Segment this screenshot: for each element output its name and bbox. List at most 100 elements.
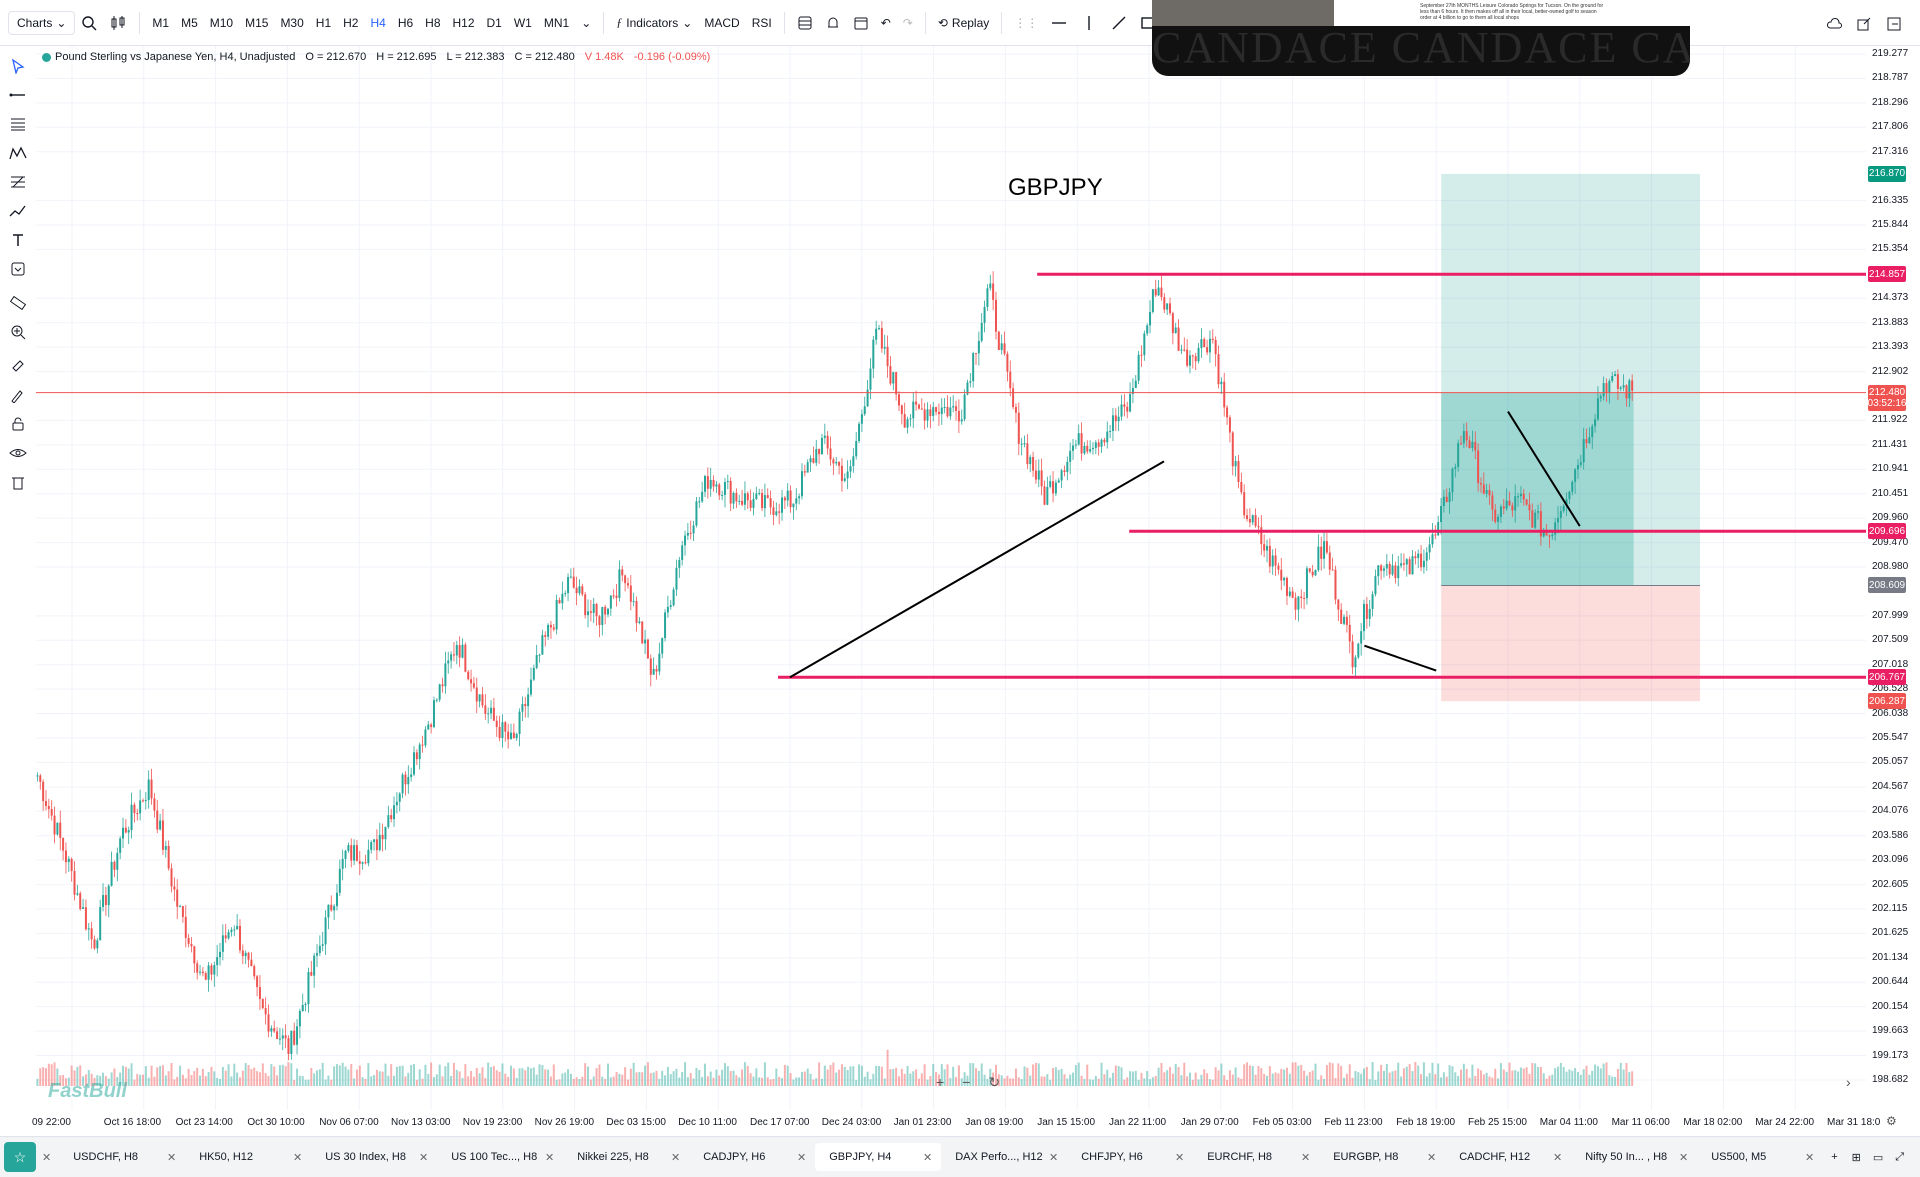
stay-drawing-tool[interactable] bbox=[0, 381, 36, 409]
trend-line-tool[interactable] bbox=[1104, 11, 1134, 35]
close-icon[interactable]: ✕ bbox=[1301, 1151, 1311, 1164]
timeframe-more-button[interactable]: ⌄ bbox=[575, 12, 597, 34]
close-icon[interactable]: ✕ bbox=[545, 1151, 555, 1164]
hide-tool[interactable] bbox=[0, 439, 36, 467]
position-target-zone[interactable] bbox=[1441, 173, 1700, 586]
fullscreen-icon[interactable]: ⤢ bbox=[1895, 1150, 1905, 1163]
timeframe-mn1[interactable]: MN1 bbox=[543, 15, 570, 30]
timeframe-m15[interactable]: M15 bbox=[245, 15, 269, 30]
close-icon[interactable]: ✕ bbox=[1427, 1151, 1437, 1164]
trendline[interactable] bbox=[789, 460, 1165, 679]
add-tab-button[interactable]: + bbox=[1831, 1151, 1838, 1163]
templates-button[interactable] bbox=[791, 11, 819, 35]
timeframe-m5[interactable]: M5 bbox=[181, 15, 198, 30]
redo-button[interactable]: ↷ bbox=[897, 12, 919, 34]
exit-button[interactable] bbox=[1880, 12, 1908, 36]
symbol-tab[interactable]: EURGBP, H8 ✕ bbox=[1319, 1143, 1445, 1171]
trendline[interactable] bbox=[1507, 411, 1581, 527]
alert-button[interactable] bbox=[819, 11, 847, 35]
close-icon[interactable]: ✕ bbox=[797, 1151, 807, 1164]
horizontal-line-tool[interactable] bbox=[1044, 11, 1074, 35]
scroll-right-button[interactable]: › bbox=[1846, 1074, 1851, 1090]
zoom-tool[interactable] bbox=[0, 318, 36, 346]
timeframe-h2[interactable]: H2 bbox=[343, 15, 359, 30]
price-chart[interactable] bbox=[36, 46, 1866, 1110]
symbol-tab[interactable]: US 30 Index, H8 ✕ bbox=[311, 1143, 437, 1171]
symbol-tab[interactable]: Nikkei 225, H8 ✕ bbox=[563, 1143, 689, 1171]
tab-close-icon[interactable]: ✕ bbox=[42, 1151, 52, 1164]
indicators-button[interactable]: ƒ Indicators ⌄ bbox=[610, 11, 698, 34]
close-icon[interactable]: ✕ bbox=[1805, 1151, 1815, 1164]
long-position-tool[interactable] bbox=[1441, 173, 1700, 702]
pattern-tool[interactable] bbox=[0, 139, 36, 167]
symbol-tab[interactable]: US 100 Tec..., H8 ✕ bbox=[437, 1143, 563, 1171]
video-overlay[interactable]: September 27th MONTHS Leisure Colorado S… bbox=[1152, 0, 1690, 76]
close-icon[interactable]: ✕ bbox=[1049, 1151, 1059, 1164]
symbol-tab[interactable]: HK50, H12 ✕ bbox=[185, 1143, 311, 1171]
close-icon[interactable]: ✕ bbox=[167, 1151, 177, 1164]
favorites-button[interactable]: ☆ bbox=[4, 1142, 36, 1172]
close-icon[interactable]: ✕ bbox=[923, 1151, 933, 1164]
charts-menu-button[interactable]: Charts ⌄ bbox=[8, 10, 76, 35]
symbol-tab[interactable]: EURCHF, H8 ✕ bbox=[1193, 1143, 1319, 1171]
undo-button[interactable]: ↶ bbox=[875, 12, 897, 34]
close-icon[interactable]: ✕ bbox=[293, 1151, 303, 1164]
share-button[interactable] bbox=[1850, 12, 1878, 36]
close-icon[interactable]: ✕ bbox=[1553, 1151, 1563, 1164]
close-icon[interactable]: ✕ bbox=[671, 1151, 681, 1164]
pair-text-annotation[interactable]: GBPJPY bbox=[1008, 174, 1103, 201]
trendlines[interactable] bbox=[789, 411, 1581, 679]
delete-tool[interactable] bbox=[0, 468, 36, 496]
timeframe-h6[interactable]: H6 bbox=[397, 15, 414, 30]
close-icon[interactable]: ✕ bbox=[1679, 1151, 1689, 1164]
fib-tool[interactable] bbox=[0, 168, 36, 196]
zoom-out-button[interactable]: − bbox=[962, 1074, 971, 1090]
symbol-info[interactable]: Pound Sterling vs Japanese Yen, H4, Unad… bbox=[42, 51, 295, 63]
symbol-tab[interactable]: CADCHF, H12 ✕ bbox=[1445, 1143, 1571, 1171]
search-button[interactable] bbox=[75, 11, 103, 35]
timeframe-m10[interactable]: M10 bbox=[209, 15, 234, 30]
macd-button[interactable]: MACD bbox=[704, 15, 740, 30]
horizontal-levels[interactable] bbox=[36, 272, 1866, 679]
trendline[interactable] bbox=[1364, 644, 1437, 672]
close-icon[interactable]: ✕ bbox=[1175, 1151, 1185, 1164]
symbol-tab[interactable]: USDCHF, H8 ✕ bbox=[59, 1143, 185, 1171]
timeframe-m30[interactable]: M30 bbox=[280, 15, 304, 30]
symbol-tab[interactable]: CHFJPY, H6 ✕ bbox=[1067, 1143, 1193, 1171]
timeframe-h4[interactable]: H4 bbox=[370, 15, 386, 30]
position-stop-zone[interactable] bbox=[1441, 585, 1700, 702]
symbol-tab[interactable]: GBPJPY, H4 ✕ bbox=[815, 1143, 942, 1171]
layout-icon[interactable]: ⊞ bbox=[1851, 1151, 1861, 1164]
drag-handle[interactable]: ⋮⋮ bbox=[1014, 15, 1039, 30]
zoom-in-button[interactable]: + bbox=[936, 1074, 945, 1090]
text-tool[interactable] bbox=[0, 226, 36, 254]
magnet-tool[interactable] bbox=[0, 352, 36, 380]
reset-zoom-button[interactable]: ↻ bbox=[988, 1074, 1001, 1090]
window-icon[interactable]: ▭ bbox=[1872, 1151, 1884, 1164]
timeframe-w1[interactable]: W1 bbox=[513, 15, 532, 30]
note-tool[interactable] bbox=[0, 255, 36, 283]
symbol-tab[interactable]: CADJPY, H6 ✕ bbox=[689, 1143, 815, 1171]
close-icon[interactable]: ✕ bbox=[419, 1151, 429, 1164]
lock-tool[interactable] bbox=[0, 410, 36, 438]
timeframe-h8[interactable]: H8 bbox=[425, 15, 441, 30]
timeframe-m1[interactable]: M1 bbox=[152, 15, 170, 30]
rsi-button[interactable]: RSI bbox=[751, 15, 772, 30]
vertical-line-tool[interactable] bbox=[1074, 11, 1104, 35]
timeframe-h12[interactable]: H12 bbox=[452, 15, 475, 30]
replay-button[interactable]: ⟲ Replay bbox=[932, 12, 995, 34]
timeframe-d1[interactable]: D1 bbox=[486, 15, 502, 30]
symbol-tab[interactable]: DAX Perfo..., H12 ✕ bbox=[941, 1143, 1067, 1171]
symbol-tab[interactable]: Nifty 50 In... , H8 ✕ bbox=[1571, 1143, 1697, 1171]
cursor-tool[interactable] bbox=[0, 52, 36, 80]
channel-tool[interactable] bbox=[0, 110, 36, 138]
cloud-save-button[interactable] bbox=[1820, 12, 1850, 36]
ruler-tool[interactable] bbox=[0, 289, 36, 317]
prediction-tool[interactable] bbox=[0, 197, 36, 225]
symbol-tab[interactable]: US500, M5 ✕ bbox=[1697, 1143, 1823, 1171]
line-tool[interactable] bbox=[0, 81, 36, 109]
time-scale[interactable]: 09 22:00 Oct 16 18:00 Oct 23 14:00 Oct 30 1… bbox=[32, 1110, 1886, 1136]
settings-icon[interactable]: ⚙ bbox=[1886, 1114, 1897, 1128]
compare-button[interactable] bbox=[103, 11, 133, 35]
price-scale[interactable]: 219.277 218.787 218.296 217.806 217.316 216.3… bbox=[1866, 46, 1920, 1110]
